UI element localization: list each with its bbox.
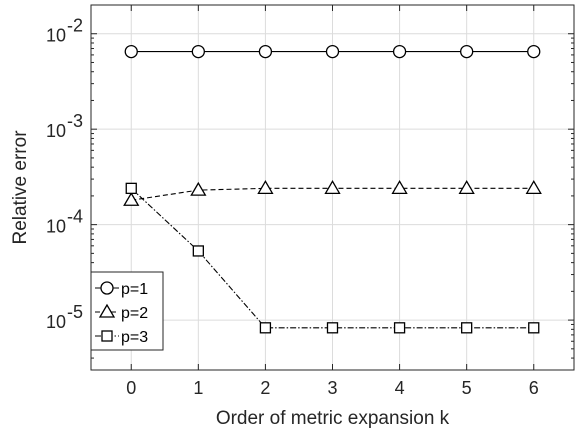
x-tick-label: 6 xyxy=(529,378,539,398)
data-point-p=1 xyxy=(191,44,205,59)
y-axis-title: Relative error xyxy=(10,130,31,245)
legend-label: p=3 xyxy=(121,329,148,346)
data-point-p=1 xyxy=(460,44,474,59)
data-point-p=2 xyxy=(190,181,207,196)
y-tick-label: 10 xyxy=(46,26,66,46)
x-tick-label: 2 xyxy=(260,378,270,398)
data-point-p=2 xyxy=(324,180,341,194)
data-point-p=3 xyxy=(393,322,406,334)
data-point-p=2 xyxy=(123,191,140,206)
y-tick-exponent: -2 xyxy=(67,16,83,36)
data-point-p=1 xyxy=(258,44,273,59)
data-point-p=3 xyxy=(461,322,473,334)
tick-layer: 0 1 2 3 4 5 610-210-310-410-5 xyxy=(46,4,574,398)
x-tick-label: 0 xyxy=(126,378,136,398)
x-tick-label: 5 xyxy=(462,378,472,398)
y-tick-exponent: -5 xyxy=(67,302,83,322)
data-point-p=2 xyxy=(257,180,274,194)
data-point-p=2 xyxy=(391,180,408,194)
data-point-p=1 xyxy=(325,44,340,59)
data-point-p=2 xyxy=(458,180,475,194)
x-axis-title: Order of metric expansion k xyxy=(216,408,450,429)
y-tick-label: 10 xyxy=(46,217,66,237)
data-point-p=1 xyxy=(527,44,541,59)
y-tick-exponent: -4 xyxy=(67,207,83,227)
legend: p=1 p=2 p=3 xyxy=(90,271,164,351)
x-tick-label: 4 xyxy=(395,378,405,398)
data-point-p=3 xyxy=(259,322,272,334)
data-point-p=1 xyxy=(392,44,407,59)
legend-label: p=2 xyxy=(121,305,148,322)
legend-marker-p=1 xyxy=(100,281,114,295)
data-point-p=3 xyxy=(326,322,339,334)
x-tick-label: 3 xyxy=(327,378,337,398)
data-point-p=3 xyxy=(125,182,137,194)
series-layer xyxy=(123,44,542,334)
data-point-p=3 xyxy=(528,322,540,334)
legend-marker-p=2 xyxy=(98,303,116,318)
data-point-p=2 xyxy=(525,180,542,194)
y-tick-label: 10 xyxy=(46,312,66,332)
legend-label: p=1 xyxy=(121,281,148,298)
x-tick-label: 1 xyxy=(193,378,203,398)
y-tick-exponent: -3 xyxy=(67,111,83,131)
data-point-p=1 xyxy=(124,44,138,59)
legend-marker-p=3 xyxy=(101,330,113,342)
y-tick-label: 10 xyxy=(46,121,66,141)
data-point-p=3 xyxy=(192,245,204,257)
